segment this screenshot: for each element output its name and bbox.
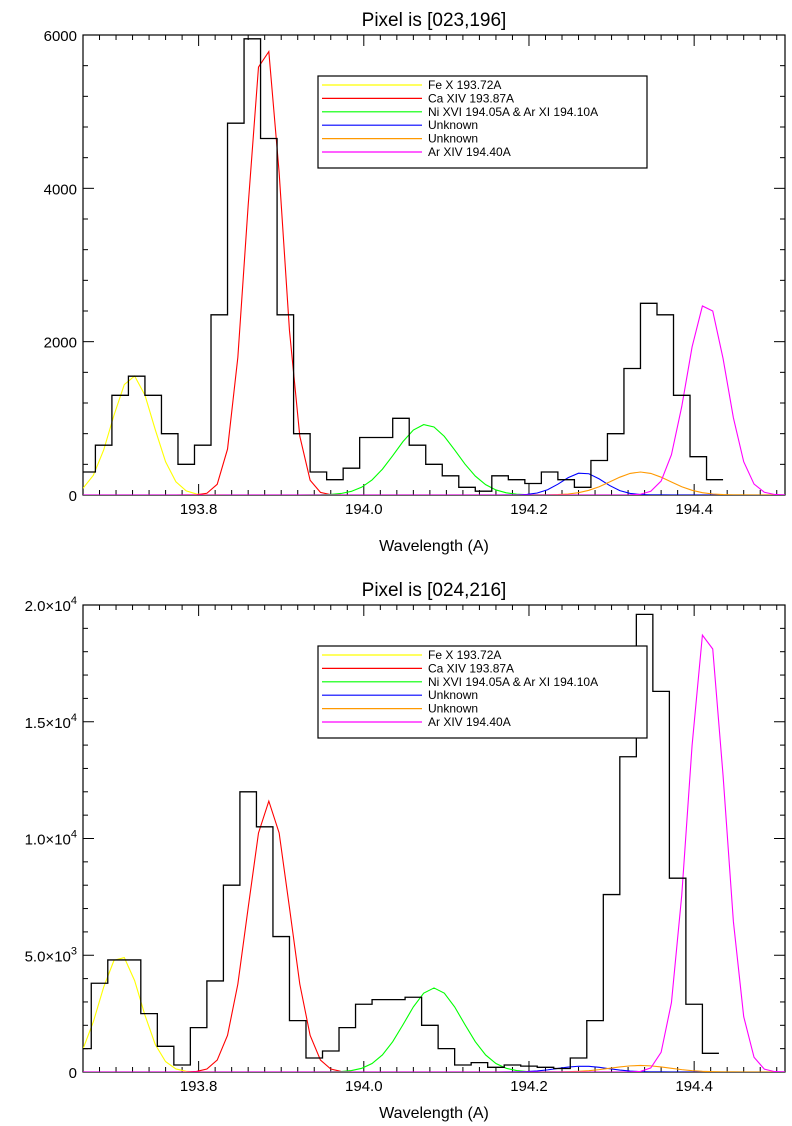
y-tick-label-mantissa: 1.0×10 bbox=[25, 832, 71, 849]
y-tick-label: 2.0×104 bbox=[25, 595, 77, 615]
x-tick-label: 193.8 bbox=[180, 501, 218, 518]
fit-line-5 bbox=[83, 633, 785, 1072]
y-tick-label-exponent: 4 bbox=[71, 595, 77, 607]
fit-line-0 bbox=[83, 375, 785, 495]
legend-label: Ni XVI 194.05A & Ar XI 194.10A bbox=[428, 675, 598, 689]
x-axis-label: Wavelength (A) bbox=[379, 538, 489, 555]
y-tick-label-exponent: 3 bbox=[71, 945, 77, 957]
legend-label: Fe X 193.72A bbox=[428, 648, 501, 662]
fit-line-4 bbox=[83, 1064, 785, 1072]
fit-line-2 bbox=[83, 424, 785, 495]
chart-title: Pixel is [024,216] bbox=[362, 580, 507, 601]
x-tick-label: 194.0 bbox=[345, 501, 383, 518]
x-tick-label: 193.8 bbox=[180, 1078, 218, 1095]
y-tick-label: 1.0×104 bbox=[25, 829, 77, 849]
observed-spectrum-histogram bbox=[83, 613, 719, 1070]
x-axis-label: Wavelength (A) bbox=[379, 1105, 489, 1122]
y-tick-label: 1.5×104 bbox=[25, 712, 77, 732]
x-tick-label: 194.2 bbox=[510, 1078, 548, 1095]
fit-line-0 bbox=[83, 956, 785, 1072]
y-tick-label-exponent: 4 bbox=[71, 829, 77, 841]
x-tick-label: 194.0 bbox=[345, 1078, 383, 1095]
legend-label: Ca XIV 193.87A bbox=[428, 91, 514, 105]
x-tick-label: 194.4 bbox=[675, 1078, 713, 1095]
legend-label: Unknown bbox=[428, 688, 478, 702]
x-tick-label: 194.2 bbox=[510, 501, 548, 518]
y-tick-label: 4000 bbox=[44, 181, 77, 198]
y-tick-label-mantissa: 1.5×10 bbox=[25, 715, 71, 732]
y-tick-label: 2000 bbox=[44, 335, 77, 352]
fit-line-5 bbox=[83, 305, 785, 495]
observed-spectrum-histogram bbox=[83, 38, 724, 492]
legend-label: Ni XVI 194.05A & Ar XI 194.10A bbox=[428, 105, 598, 119]
fit-line-3 bbox=[83, 472, 785, 495]
y-tick-label: 6000 bbox=[44, 28, 77, 45]
fit-line-1 bbox=[83, 799, 785, 1072]
chart-panel-top: Pixel is [023,196] Wavelength (A) 193.8 194… bbox=[44, 10, 786, 555]
x-tick-label: 194.4 bbox=[675, 501, 713, 518]
legend-label: Ca XIV 193.87A bbox=[428, 661, 514, 675]
legend-box bbox=[317, 645, 648, 739]
legend-box bbox=[317, 75, 648, 169]
y-tick-label: 0 bbox=[69, 1065, 77, 1082]
fit-line-4 bbox=[83, 471, 785, 495]
legend-label: Ar XIV 194.40A bbox=[428, 715, 511, 729]
fit-line-1 bbox=[83, 49, 785, 495]
chart-title: Pixel is [023,196] bbox=[362, 10, 507, 31]
y-tick-label-mantissa: 5.0×10 bbox=[25, 948, 71, 965]
y-tick-label: 0 bbox=[69, 488, 77, 505]
plot-data bbox=[83, 613, 785, 1072]
legend-label: Unknown bbox=[428, 132, 478, 146]
legend-label: Unknown bbox=[428, 702, 478, 716]
legend-label: Unknown bbox=[428, 118, 478, 132]
legend-label: Fe X 193.72A bbox=[428, 78, 501, 92]
chart-panel-bottom: Pixel is [024,216] Wavelength (A) 193.8 194… bbox=[25, 580, 786, 1122]
fit-line-2 bbox=[83, 987, 785, 1072]
y-tick-label: 5.0×103 bbox=[25, 945, 77, 965]
y-tick-label-exponent: 4 bbox=[71, 712, 77, 724]
legend-label: Ar XIV 194.40A bbox=[428, 145, 511, 159]
fit-line-3 bbox=[83, 1065, 785, 1072]
y-tick-label-mantissa: 2.0×10 bbox=[25, 598, 71, 615]
plot-data bbox=[83, 38, 785, 495]
y-tick-label-mantissa: 0 bbox=[69, 1065, 77, 1082]
